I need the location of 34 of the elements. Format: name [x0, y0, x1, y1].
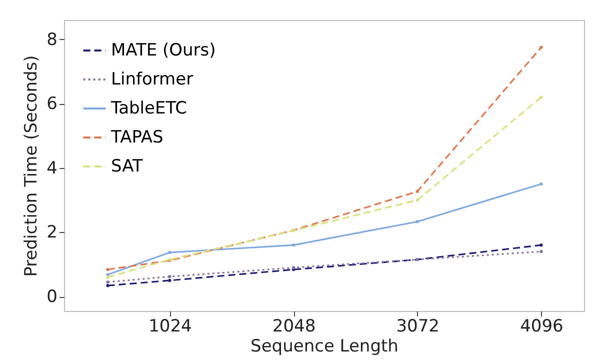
point: [416, 198, 419, 202]
legend-label: Linformer: [111, 70, 194, 90]
x-tick-label: 2048: [272, 316, 316, 336]
x-tick-label: 3072: [396, 316, 440, 336]
point: [540, 46, 543, 49]
legend-label: TAPAS: [110, 128, 164, 148]
x-tick-label: 4096: [520, 316, 564, 336]
point: [168, 278, 172, 282]
legend-label: TableETC: [110, 98, 187, 118]
point: [106, 268, 110, 272]
y-tick-label: 8: [46, 30, 58, 50]
legend-label: MATE (Ours): [111, 40, 216, 60]
line-series: [106, 96, 543, 279]
point: [106, 280, 110, 284]
y-tick-label: 0: [46, 287, 58, 308]
point: [540, 244, 543, 247]
point: [540, 182, 543, 186]
y-tick-label: 4: [46, 158, 58, 178]
y-axis-title: Prediction Time (Seconds): [22, 55, 42, 277]
point: [416, 220, 419, 224]
point: [168, 250, 172, 254]
point: [106, 276, 110, 279]
point: [540, 250, 543, 254]
legend-label: SAT: [111, 156, 144, 176]
point: [416, 190, 419, 193]
point: [106, 284, 110, 288]
x-tick-label: 1024: [148, 316, 192, 336]
x-axis-title: Sequence Length: [250, 336, 398, 356]
y-tick-label: 2: [46, 222, 58, 243]
y-tick-label: 6: [46, 94, 58, 114]
point: [540, 96, 543, 99]
point: [168, 275, 172, 278]
point: [106, 273, 110, 276]
point: [292, 244, 296, 247]
